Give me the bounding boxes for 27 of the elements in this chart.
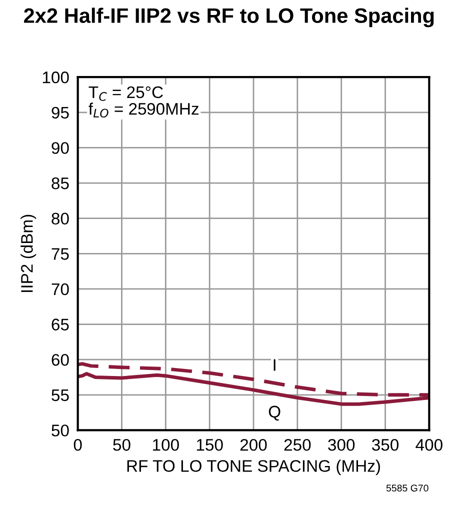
y-tick-label: 65	[52, 318, 69, 330]
y-tick-label: 100	[42, 72, 69, 84]
x-tick-label: 350	[372, 438, 399, 451]
text: 5585 G70	[386, 484, 428, 492]
series-label: I	[274, 359, 276, 371]
x-tick-label: 0	[74, 438, 82, 451]
x-tick-label: 200	[240, 438, 267, 451]
y-tick-label: 50	[52, 424, 69, 436]
series-label: Q	[268, 406, 280, 421]
y-tick-label: 60	[52, 354, 69, 366]
x-axis-title: RF TO LO TONE SPACING (MHz)	[127, 460, 380, 476]
chart-title: 2x2 Half-IF IIP2 vs RF to LO Tone Spacing	[24, 8, 434, 28]
y-tick-label: 85	[52, 177, 69, 190]
y-tick-label: 90	[52, 142, 69, 154]
y-axis-title: IIP2 (dBm)	[20, 214, 36, 292]
y-tick-label: 95	[52, 106, 69, 119]
text: T$_{C}$ = 25°C f$_{LO}$ = 2590MHz	[88, 86, 198, 118]
x-tick-label: 300	[328, 438, 355, 451]
y-tick-label: 75	[52, 248, 69, 260]
x-tick-label: 150	[196, 438, 223, 451]
y-tick-label: 80	[52, 212, 69, 225]
y-tick-label: 55	[52, 389, 69, 402]
x-tick-label: 50	[113, 438, 130, 451]
x-tick-label: 100	[153, 438, 179, 451]
x-tick-label: 400	[416, 438, 442, 451]
x-tick-label: 250	[284, 438, 311, 451]
y-tick-label: 70	[52, 283, 69, 296]
